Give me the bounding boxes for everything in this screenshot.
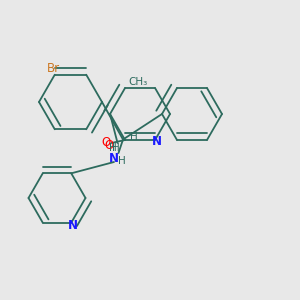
Text: N: N [152, 135, 161, 148]
Text: O: O [101, 136, 111, 149]
Text: N: N [109, 152, 119, 166]
Text: H: H [112, 143, 119, 153]
Text: H: H [118, 156, 125, 167]
Text: N: N [68, 219, 78, 232]
Text: H: H [110, 143, 117, 153]
Text: Br: Br [47, 61, 60, 75]
Text: CH₃: CH₃ [128, 77, 147, 87]
Text: H: H [130, 131, 137, 142]
Text: O: O [104, 139, 113, 152]
